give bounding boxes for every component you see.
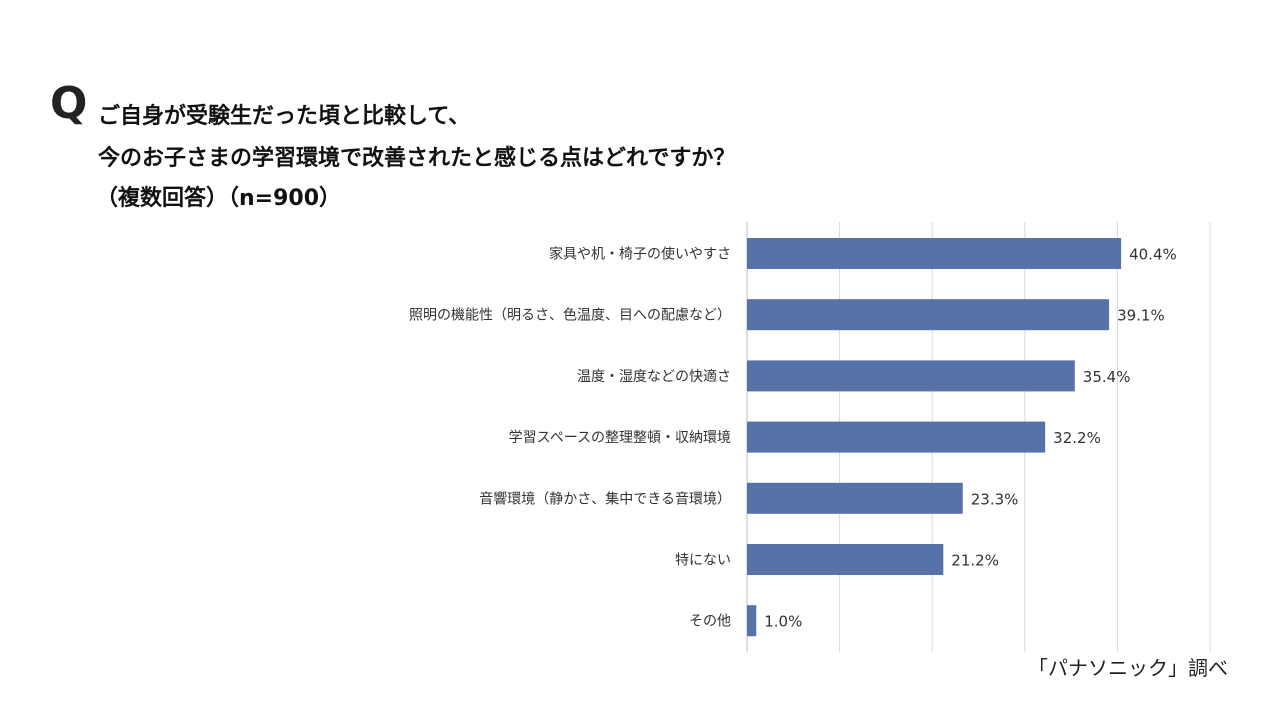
question-mark: Q [50, 78, 88, 129]
data-label: 35.4% [1083, 368, 1131, 386]
source-note: 「パナソニック」調べ [1028, 656, 1228, 680]
bar [747, 605, 757, 637]
bar [747, 238, 1122, 269]
data-label: 32.2% [1053, 429, 1101, 447]
question-text-line1: ご自身が受験生だった頃と比較して、 [98, 104, 471, 129]
bar [747, 482, 963, 514]
data-label: 40.4% [1129, 246, 1177, 264]
category-label: 温度・湿度などの快適さ [577, 368, 731, 385]
bar [747, 299, 1110, 331]
question-text-line3: （複数回答）（n=900） [96, 186, 342, 211]
category-label: 音響環境（静かさ、集中できる音環境） [479, 490, 731, 507]
category-label: その他 [689, 614, 731, 630]
data-label: 23.3% [971, 490, 1019, 508]
category-label: 照明の機能性（明るさ、色温度、目への配慮など） [409, 307, 731, 324]
data-label: 21.2% [951, 552, 999, 570]
data-label: 39.1% [1117, 307, 1165, 325]
data-label: 1.0% [764, 613, 802, 631]
bar [747, 544, 944, 575]
category-label: 家具や机・椅子の使いやすさ [549, 246, 731, 263]
bar [747, 360, 1075, 392]
category-label: 学習スペースの整理整頓・収納環境 [509, 430, 731, 446]
question-text-line2: 今のお子さまの学習環境で改善されたと感じる点はどれですか？ [98, 146, 736, 171]
bar [747, 421, 1046, 453]
category-label: 特にない [675, 553, 731, 569]
